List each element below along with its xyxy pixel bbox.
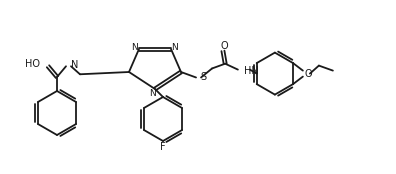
Text: N: N <box>150 89 156 97</box>
Text: O: O <box>220 41 228 51</box>
Text: N: N <box>71 60 78 70</box>
Text: HO: HO <box>25 59 40 69</box>
Text: N: N <box>131 42 138 52</box>
Text: O: O <box>304 69 312 79</box>
Text: F: F <box>160 142 166 152</box>
Text: N: N <box>171 42 178 52</box>
Text: HN: HN <box>244 66 259 76</box>
Text: S: S <box>200 73 206 82</box>
